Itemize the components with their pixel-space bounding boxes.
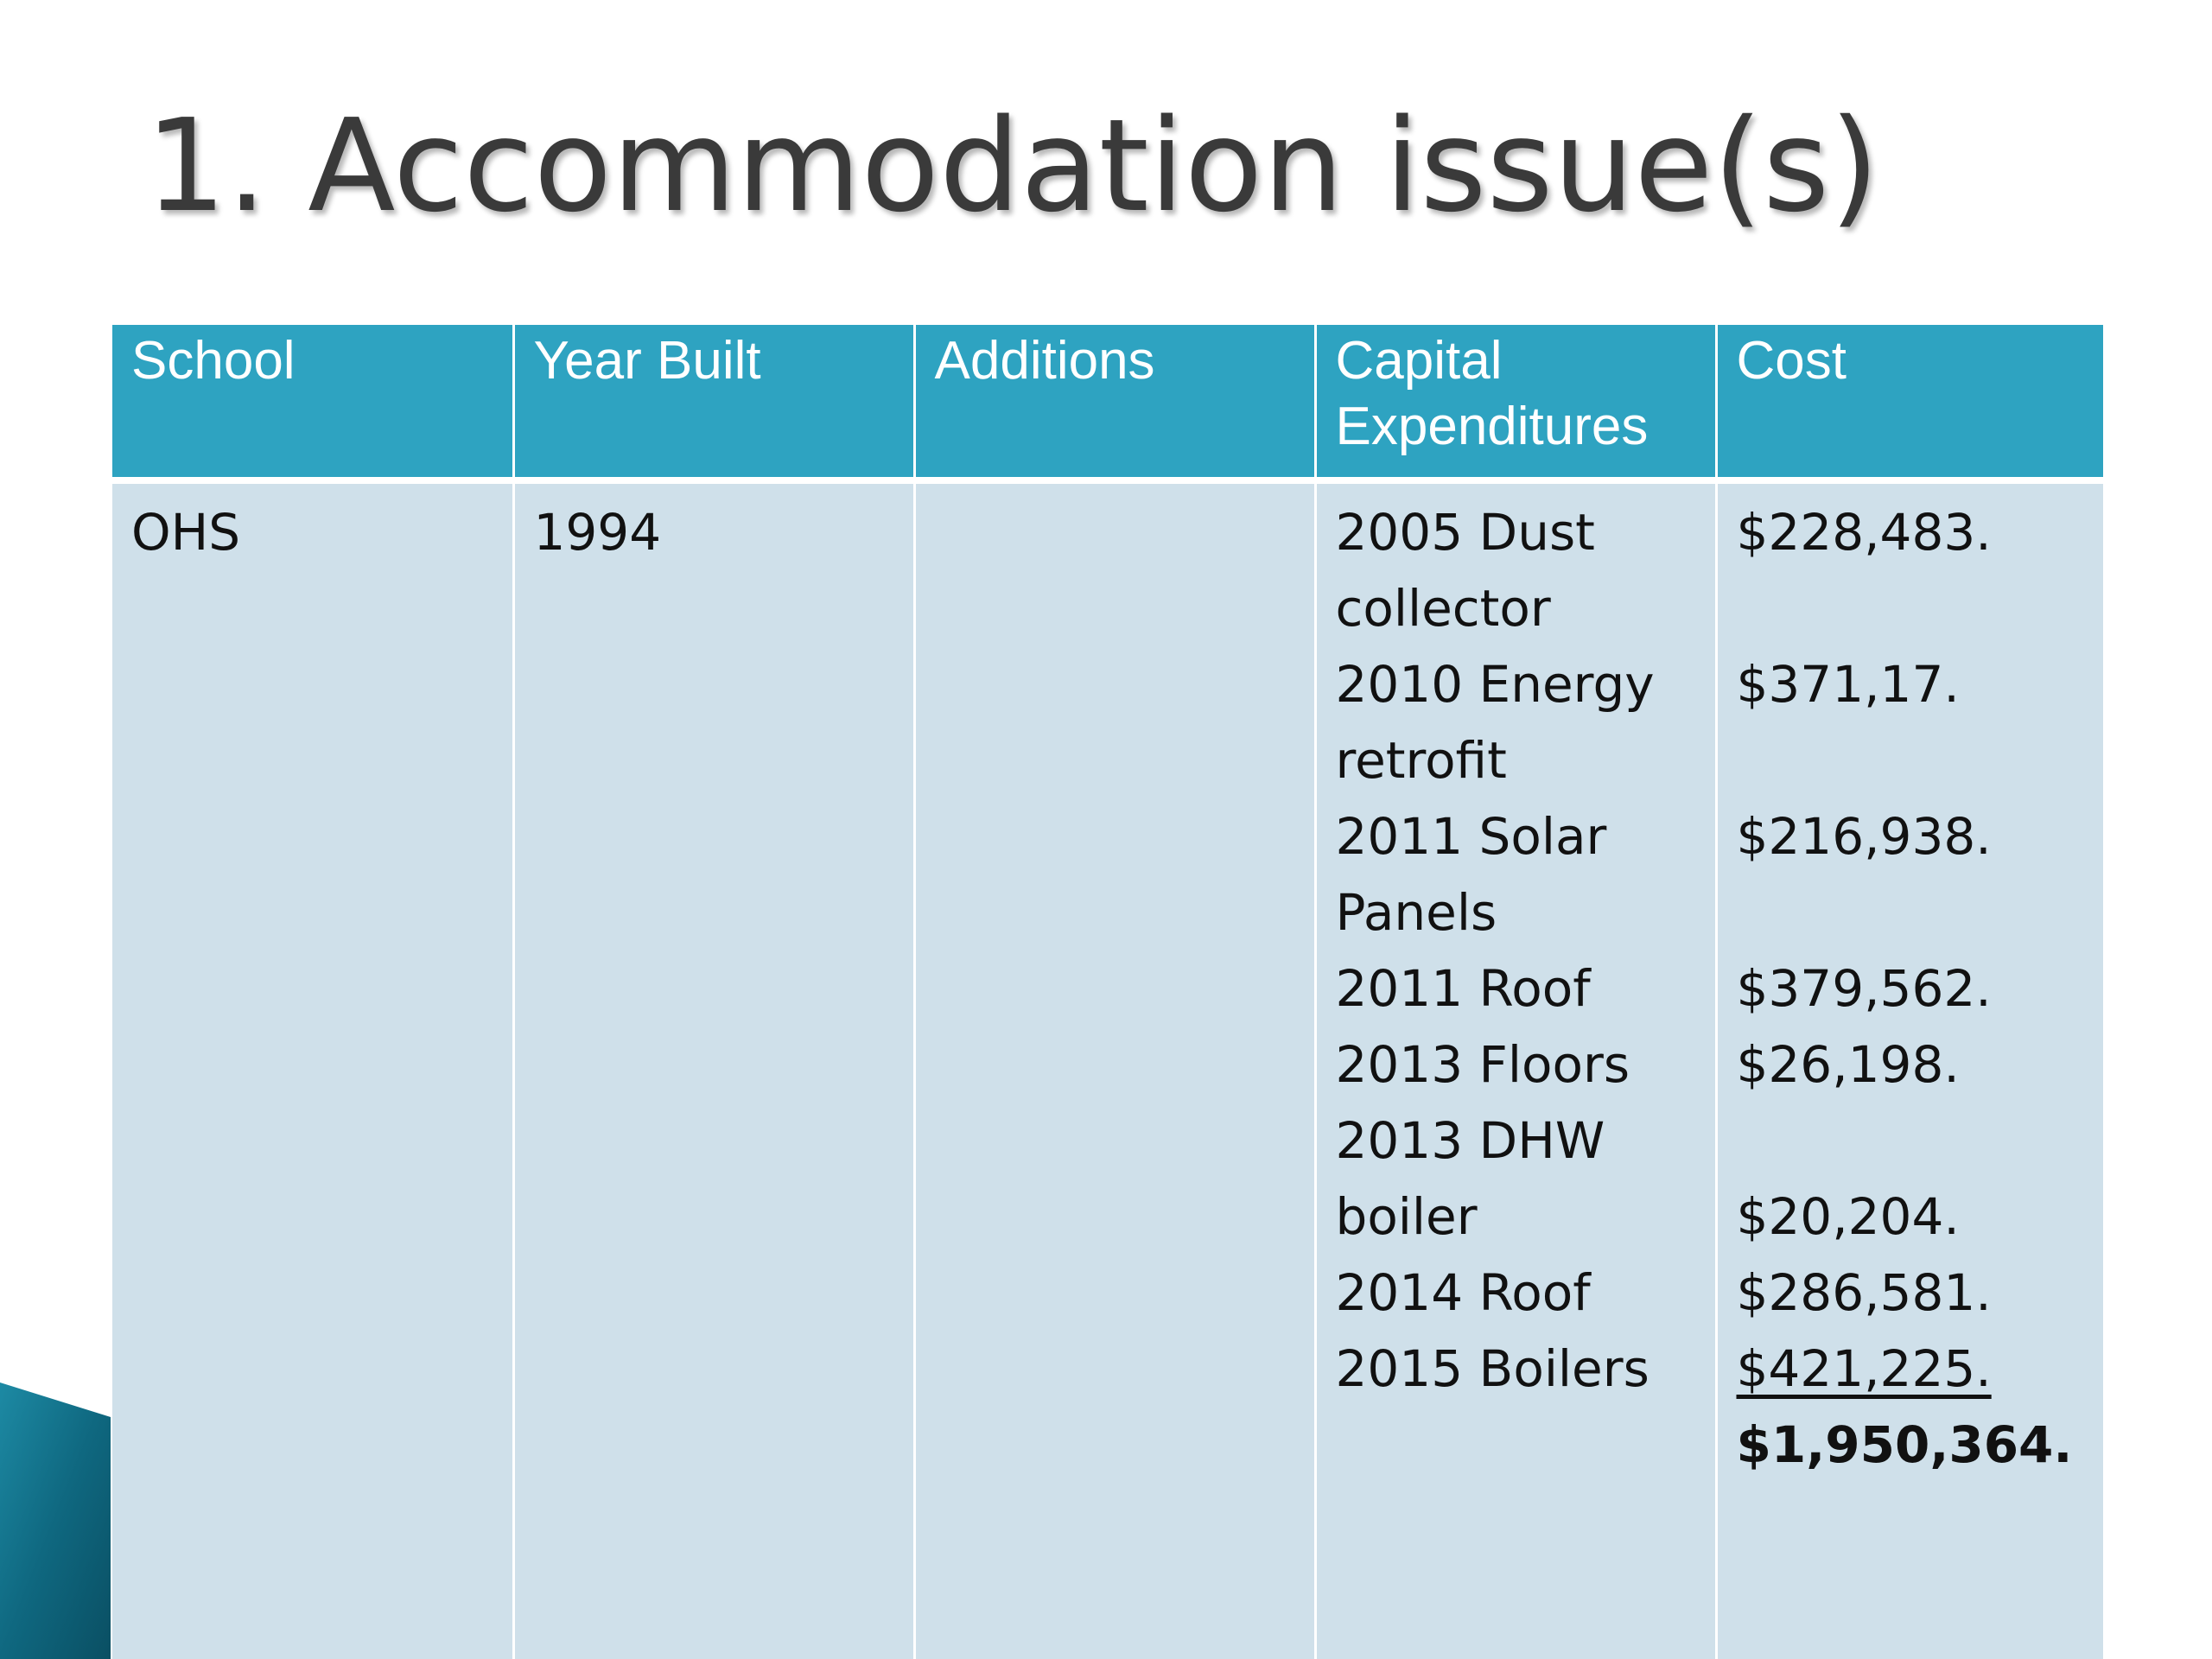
cell-additions — [912, 480, 1317, 1659]
cell-school: OHS — [112, 480, 515, 1659]
cost-total: $1,950,364. — [1736, 1415, 2073, 1474]
header-additions: Additions — [912, 325, 1317, 484]
expenditure-line: 2014 Roof — [1335, 1263, 1591, 1322]
cost-value: $216,938. — [1736, 807, 1992, 866]
header-capital-line-2: Expenditures — [1335, 397, 1649, 456]
expenditure-line: 2011 Solar — [1335, 807, 1607, 866]
cost-value: $286,581. — [1736, 1263, 1992, 1322]
slide-title: 1. Accommodation issue(s) — [145, 92, 1880, 240]
cost-spacer — [1737, 570, 2085, 646]
cost-spacer — [1737, 722, 2085, 798]
cost-value: $379,562. — [1736, 959, 1992, 1018]
cost-value: $20,204. — [1736, 1187, 1960, 1246]
expenditure-line: collector — [1335, 579, 1551, 638]
header-school: School — [112, 325, 515, 484]
expenditure-line: Panels — [1335, 883, 1497, 942]
expenditure-line: 2010 Energy — [1335, 655, 1655, 714]
cell-capital-expenditures: 2005 Dust collector 2010 Energy retrofit… — [1313, 480, 1718, 1659]
header-capital-expenditures: Capital Expenditures — [1313, 325, 1718, 484]
cost-value: $371,17. — [1736, 655, 1960, 714]
cost-value: $26,198. — [1736, 1035, 1960, 1094]
expenditure-line: 2015 Boilers — [1335, 1339, 1649, 1398]
expenditure-line: retrofit — [1335, 731, 1507, 790]
slide-corner-decoration — [0, 1382, 111, 1659]
cost-value-underlined: $421,225. — [1737, 1331, 2085, 1407]
header-year-built: Year Built — [512, 325, 916, 484]
cost-value: $421,225. — [1736, 1339, 1992, 1398]
expenditure-line: 2011 Roof — [1335, 959, 1591, 1018]
capital-expenditures-table: School Year Built Additions Capital Expe… — [112, 325, 2103, 1659]
header-cost: Cost — [1714, 325, 2103, 484]
table-header-row: School Year Built Additions Capital Expe… — [112, 325, 2103, 484]
cost-spacer — [1737, 874, 2085, 950]
cell-cost: $228,483. $371,17. $216,938. $379,562. $… — [1714, 480, 2103, 1659]
cost-value: $228,483. — [1736, 503, 1992, 562]
cost-spacer — [1737, 1103, 2085, 1179]
table-row: OHS 1994 2005 Dust collector 2010 Energy… — [112, 480, 2103, 1659]
expenditure-line: 2005 Dust — [1335, 503, 1595, 562]
expenditure-line: 2013 DHW — [1335, 1111, 1605, 1170]
expenditure-line: 2013 Floors — [1335, 1035, 1630, 1094]
cell-year-built: 1994 — [512, 480, 916, 1659]
expenditure-line: boiler — [1335, 1187, 1478, 1246]
header-capital-line-1: Capital — [1335, 331, 1503, 391]
